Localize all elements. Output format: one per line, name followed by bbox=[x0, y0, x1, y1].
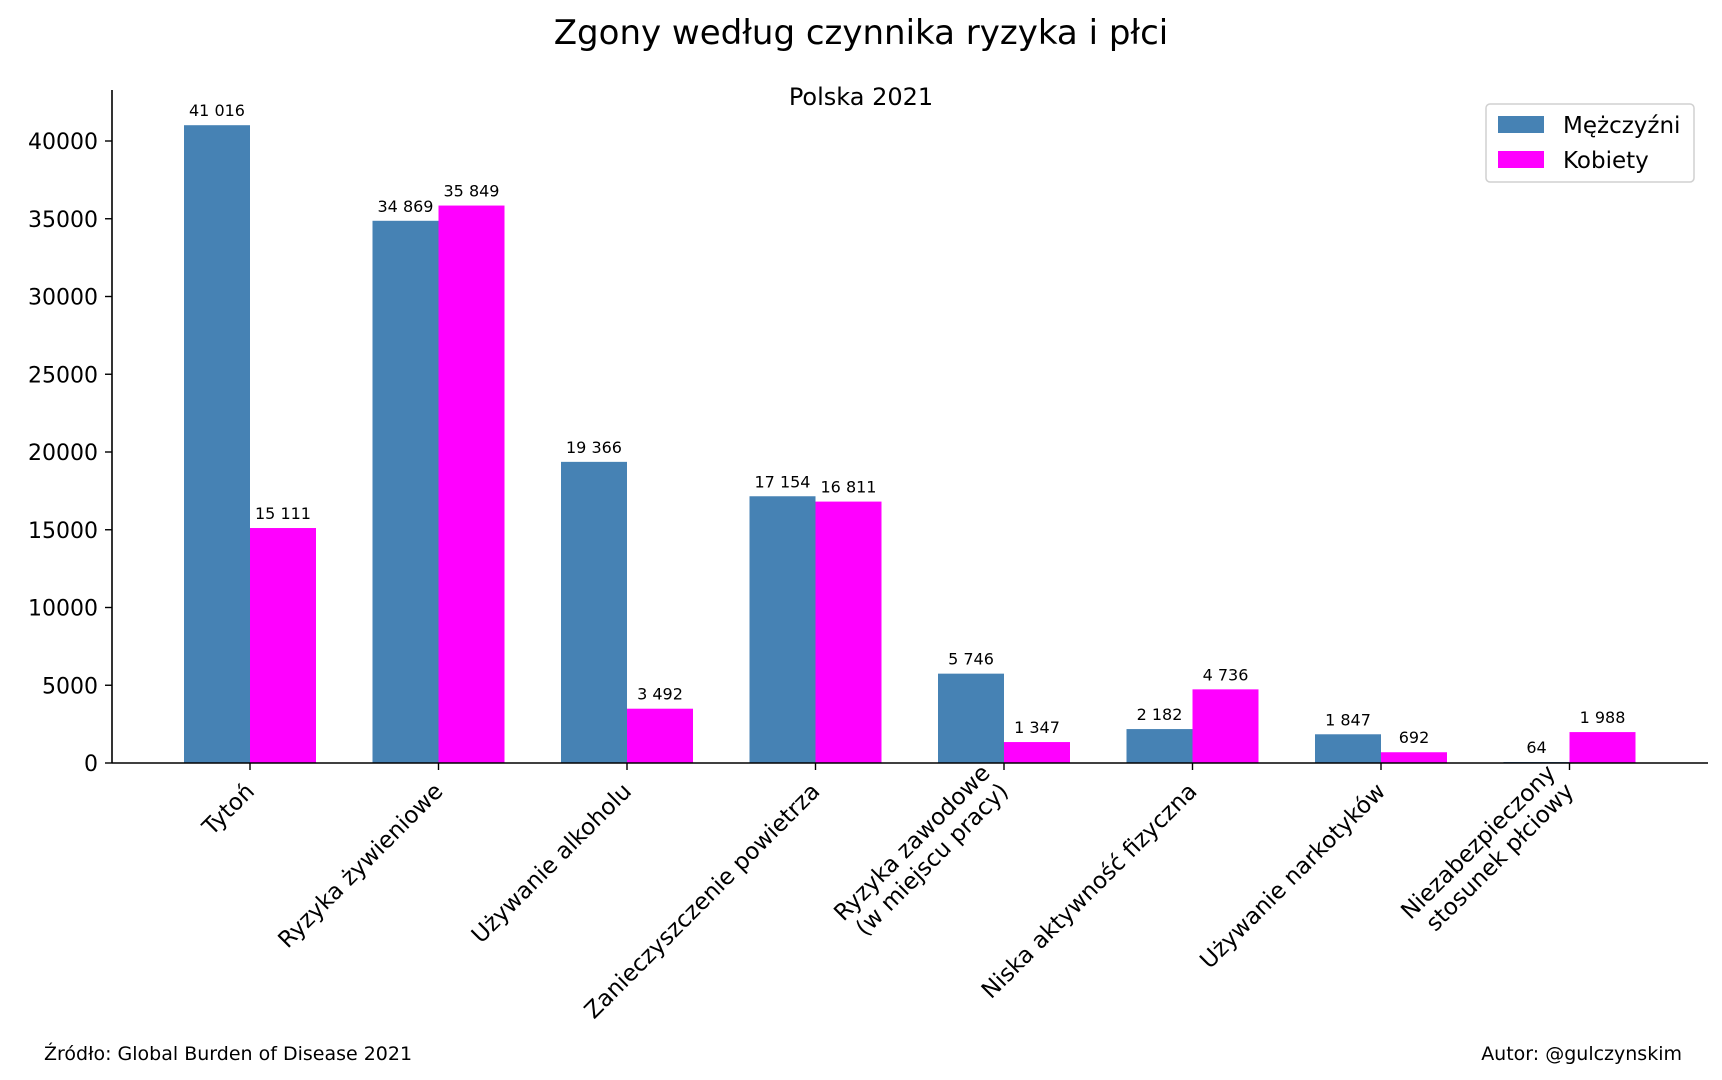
bar-men-0 bbox=[184, 125, 250, 764]
data-label-men-6: 1 847 bbox=[1325, 710, 1371, 729]
bar-men-3 bbox=[749, 496, 816, 763]
legend-label-men: Mężczyźni bbox=[1563, 113, 1680, 139]
data-label-women-5: 4 736 bbox=[1203, 665, 1249, 684]
x-tick-label-line: Używanie narkotyków bbox=[1195, 779, 1391, 975]
data-label-men-7: 64 bbox=[1526, 738, 1546, 757]
x-tick-label-line: Tytoń bbox=[197, 779, 260, 842]
data-label-women-3: 16 811 bbox=[821, 478, 877, 497]
data-label-men-4: 5 746 bbox=[948, 650, 994, 669]
data-labels: 41 016 15 111 34 869 35 849 19 366 3 492 17 15… bbox=[189, 101, 1625, 757]
x-tick-label-5: Niska aktywność fizyczna bbox=[977, 779, 1203, 1005]
data-label-men-2: 19 366 bbox=[566, 438, 622, 457]
bar-men-6 bbox=[1315, 734, 1381, 763]
x-tick-label-line: Niezabezpieczony bbox=[1396, 760, 1561, 925]
legend: Mężczyźni Kobiety bbox=[1485, 103, 1695, 183]
data-label-women-6: 692 bbox=[1399, 728, 1430, 747]
y-tick-label: 15000 bbox=[28, 519, 98, 544]
x-tick-label-line: Ryzyka żywieniowe bbox=[273, 779, 448, 954]
author-note: Autor: @gulczynskim bbox=[1481, 1043, 1682, 1065]
data-label-men-0: 41 016 bbox=[189, 101, 245, 120]
bar-women-5 bbox=[1192, 689, 1259, 763]
bar-women-4 bbox=[1004, 742, 1070, 763]
bar-men-5 bbox=[1126, 729, 1193, 763]
x-tick-label-line: Ryzyka zawodowe bbox=[829, 760, 995, 926]
data-label-women-7: 1 988 bbox=[1580, 708, 1626, 727]
x-tick-label-1: Ryzyka żywieniowe bbox=[273, 779, 448, 954]
legend-label-women: Kobiety bbox=[1563, 148, 1649, 174]
x-tick-label-6: Używanie narkotyków bbox=[1195, 779, 1391, 975]
bar-women-2 bbox=[627, 708, 693, 763]
x-tick-label-0: Tytoń bbox=[197, 779, 260, 842]
bar-men-1 bbox=[372, 220, 439, 763]
x-tick-label-line: (w miejscu pracy) bbox=[851, 779, 1014, 942]
y-tick-label: 10000 bbox=[28, 597, 98, 622]
bar-men-4 bbox=[938, 673, 1004, 763]
y-tick-label: 40000 bbox=[28, 130, 98, 155]
bar-women-0 bbox=[250, 528, 316, 763]
y-tick-label: 5000 bbox=[42, 674, 98, 699]
bar-women-7 bbox=[1569, 732, 1636, 763]
data-label-women-2: 3 492 bbox=[637, 685, 683, 704]
bars-layer bbox=[184, 125, 1636, 764]
x-tick-label-line: Niska aktywność fizyczna bbox=[977, 779, 1203, 1005]
y-tick-label: 25000 bbox=[28, 363, 98, 388]
y-axis: 0 5000 10000 15000 20000 25000 30000 35000 40000 bbox=[28, 90, 113, 777]
x-axis: Tytoń Ryzyka żywieniowe Używanie alkoholuZ… bbox=[112, 760, 1708, 1024]
data-label-women-1: 35 849 bbox=[444, 182, 500, 201]
bar-women-3 bbox=[815, 501, 882, 763]
data-label-women-0: 15 111 bbox=[255, 504, 311, 523]
chart-title: Zgony według czynnika ryzyka i płci bbox=[554, 13, 1168, 53]
data-label-men-3: 17 154 bbox=[755, 472, 811, 491]
data-label-women-4: 1 347 bbox=[1014, 718, 1060, 737]
x-tick-label-2: Używanie alkoholu bbox=[467, 779, 637, 949]
legend-swatch-women bbox=[1498, 151, 1544, 168]
bar-women-6 bbox=[1381, 752, 1447, 763]
y-tick-label: 30000 bbox=[28, 286, 98, 311]
legend-swatch-men bbox=[1498, 116, 1544, 133]
y-tick-label: 0 bbox=[84, 752, 98, 777]
source-note: Źródło: Global Burden of Disease 2021 bbox=[44, 1042, 412, 1065]
bar-women-1 bbox=[438, 205, 505, 764]
x-tick-label-4: Ryzyka zawodowe(w miejscu pracy) bbox=[829, 760, 1014, 942]
y-tick-label: 20000 bbox=[28, 441, 98, 466]
x-tick-label-line: Używanie alkoholu bbox=[467, 779, 637, 949]
chart-subtitle: Polska 2021 bbox=[789, 83, 933, 111]
data-label-men-5: 2 182 bbox=[1137, 705, 1183, 724]
data-label-men-1: 34 869 bbox=[378, 197, 434, 216]
y-tick-label: 35000 bbox=[28, 208, 98, 233]
bar-men-2 bbox=[561, 461, 627, 763]
